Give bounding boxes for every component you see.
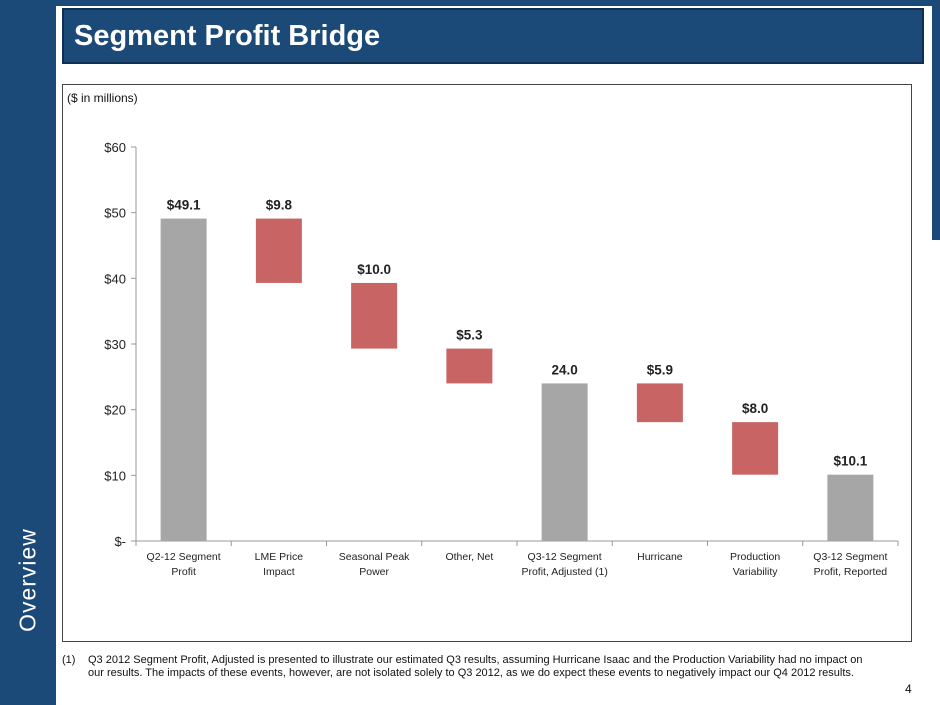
category-label: Q3-12 Segment xyxy=(813,551,887,563)
footnote-text: Q3 2012 Segment Profit, Adjusted is pres… xyxy=(88,654,863,679)
total-bar xyxy=(160,218,207,541)
bar-value-label: $10.0 xyxy=(357,262,391,277)
y-tick-label: $40 xyxy=(104,271,126,286)
waterfall-chart: $- $10 $20 $30 $40 $50 $60 $49.1 Q2-12 Segment Pr… xyxy=(104,140,899,578)
footnote-number: (1) xyxy=(62,654,76,666)
category-label: Production xyxy=(730,551,780,563)
decrease-bar xyxy=(255,218,302,283)
category-label: Profit, Reported xyxy=(814,566,888,578)
category-label: Other, Net xyxy=(445,551,493,563)
category-label: LME Price xyxy=(255,551,304,563)
title-bar: Segment Profit Bridge xyxy=(62,8,924,64)
y-tick-label: $- xyxy=(114,534,126,549)
decrease-bar xyxy=(351,282,398,349)
y-tick-label: $50 xyxy=(104,206,126,221)
decrease-bar xyxy=(732,422,779,475)
y-tick-label: $20 xyxy=(104,403,126,418)
category-label: Power xyxy=(359,566,389,578)
section-label: Overview xyxy=(2,528,54,632)
total-bar xyxy=(541,383,588,541)
decrease-bar xyxy=(446,348,493,384)
category-label: Seasonal Peak xyxy=(339,551,410,563)
category-label: Profit xyxy=(171,566,196,578)
side-band xyxy=(0,0,56,705)
bar-value-label: $10.1 xyxy=(833,454,867,469)
bar-value-label: $8.0 xyxy=(742,401,768,416)
total-bar xyxy=(827,474,874,541)
bar-value-label: $49.1 xyxy=(167,198,201,213)
bar-value-label: $5.9 xyxy=(647,362,673,377)
y-tick-label: $60 xyxy=(104,140,126,155)
units-label: ($ in millions) xyxy=(67,91,138,105)
category-label: Variability xyxy=(733,566,778,578)
page-title: Segment Profit Bridge xyxy=(74,20,381,52)
bar-value-label: 24.0 xyxy=(551,362,577,377)
category-label: Q2-12 Segment xyxy=(147,551,221,563)
category-label: Impact xyxy=(263,566,295,578)
section-label-text: Overview xyxy=(14,528,41,632)
y-tick-label: $30 xyxy=(104,337,126,352)
category-label: Hurricane xyxy=(637,551,683,563)
top-band xyxy=(0,0,940,6)
chart-frame: ($ in millions) $- $10 $20 $30 $40 $50 $60 $49.… xyxy=(62,84,912,642)
category-label: Profit, Adjusted (1) xyxy=(521,566,607,578)
bar-value-label: $9.8 xyxy=(266,198,293,213)
side-band-right xyxy=(932,0,940,240)
bar-value-label: $5.3 xyxy=(456,328,483,343)
category-label: Q3-12 Segment xyxy=(528,551,602,563)
page-number: 4 xyxy=(905,682,912,696)
y-tick-label: $10 xyxy=(104,468,126,483)
decrease-bar xyxy=(636,383,683,423)
